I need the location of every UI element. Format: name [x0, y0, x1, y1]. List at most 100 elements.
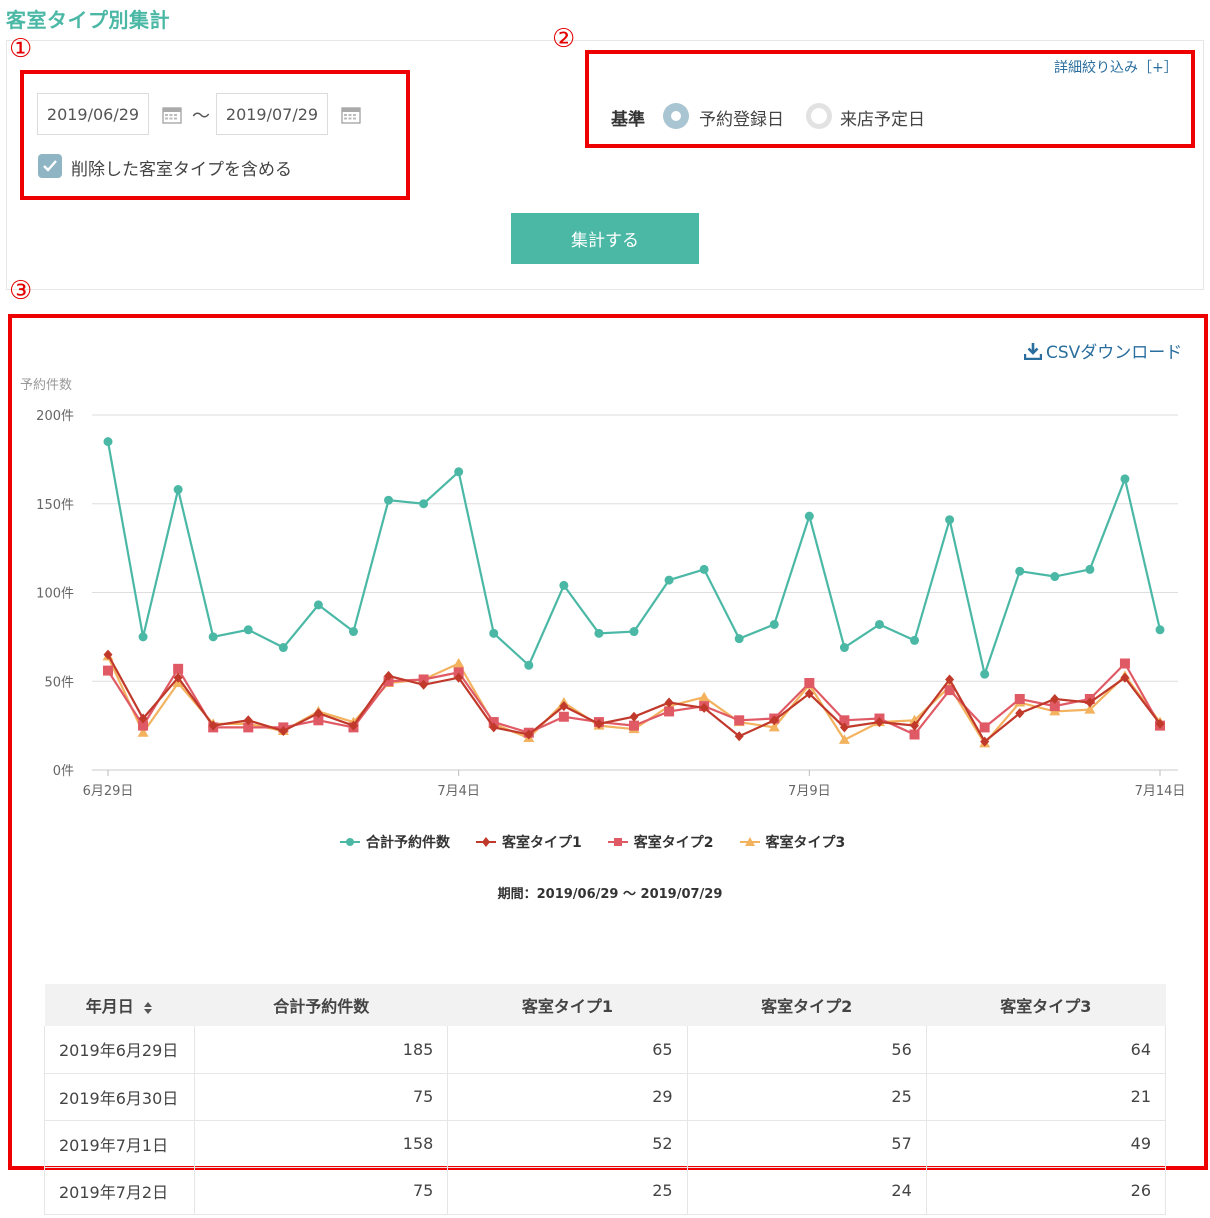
- calendar-icon[interactable]: [341, 106, 361, 124]
- data-point-1: [594, 628, 604, 638]
- column-header-label[interactable]: 年月日: [85, 997, 134, 1016]
- y-tick-label: 0件: [53, 764, 74, 779]
- data-point-1: [910, 635, 920, 645]
- series-line-1: [106, 441, 1162, 679]
- data-point-3: [664, 706, 675, 717]
- data-point-3: [488, 717, 499, 728]
- data-point-1: [734, 634, 744, 644]
- y-tick-label: 50件: [44, 675, 74, 690]
- table-header-row: 年月日 合計予約件数 客室タイプ1 客室タイプ2 客室タイプ3: [44, 984, 1166, 1026]
- table-cell-date: 2019年7月2日: [43, 1167, 196, 1215]
- table-cell: 49: [926, 1120, 1167, 1168]
- start-date-input[interactable]: 2019/06/29: [37, 93, 149, 135]
- legend-item-4[interactable]: 客室タイプ3: [739, 832, 846, 852]
- data-point-3: [383, 676, 394, 687]
- data-point-2: [839, 722, 849, 733]
- data-point-2: [874, 717, 884, 728]
- table-cell-date: 2019年7月1日: [43, 1120, 196, 1168]
- table-cell: 65: [447, 1026, 688, 1074]
- data-point-2: [910, 720, 920, 731]
- data-point-2: [173, 672, 183, 683]
- legend-item-2[interactable]: 客室タイプ1: [476, 832, 582, 852]
- basis-option-label[interactable]: 予約登録日: [699, 110, 784, 130]
- data-point-2: [454, 672, 464, 683]
- data-point-1: [874, 619, 884, 629]
- table-cell-date: 2019年6月29日: [43, 1026, 196, 1074]
- table-cell: 185: [194, 1026, 449, 1074]
- data-point-1: [489, 628, 499, 638]
- data-point-1: [524, 660, 534, 670]
- data-point-3: [313, 715, 324, 726]
- data-point-3: [629, 720, 639, 731]
- data-point-3: [979, 722, 990, 733]
- csv-download-link[interactable]: CSVダウンロード: [1024, 338, 1182, 363]
- y-axis-label: 予約件数: [20, 378, 72, 393]
- data-point-1: [699, 564, 709, 574]
- calendar-icon[interactable]: [162, 106, 182, 124]
- data-point-4: [1084, 704, 1096, 714]
- csv-download-label[interactable]: CSVダウンロード: [1046, 343, 1183, 363]
- include-deleted-checkbox[interactable]: [38, 154, 62, 178]
- table-cell: 52: [447, 1120, 688, 1168]
- annotation-marker-3: ③: [9, 276, 33, 306]
- data-point-3: [243, 722, 254, 733]
- table-row: 2019年7月1日 158 52 57 49: [43, 1120, 1167, 1168]
- x-tick-label: 7月14日: [1135, 784, 1186, 799]
- data-point-1: [138, 632, 148, 642]
- basis-option-label[interactable]: 来店予定日: [840, 110, 925, 130]
- column-header-type3: 客室タイプ3: [926, 984, 1166, 1026]
- basis-radio-booking-date[interactable]: [663, 103, 689, 129]
- data-point-1: [384, 495, 394, 505]
- basis-label: 基準: [611, 110, 645, 130]
- data-point-3: [944, 685, 955, 696]
- data-point-1: [243, 625, 253, 635]
- data-point-1: [664, 575, 674, 585]
- data-point-2: [699, 702, 709, 713]
- sort-icon[interactable]: [143, 1001, 153, 1015]
- annotation-box-basis: [585, 50, 1195, 148]
- column-header-type2: 客室タイプ2: [687, 984, 927, 1026]
- data-point-3: [909, 729, 920, 740]
- legend-item-3[interactable]: 客室タイプ2: [607, 832, 714, 852]
- data-point-2: [208, 720, 218, 731]
- data-point-3: [1014, 694, 1025, 704]
- data-point-1: [769, 619, 779, 629]
- legend-label[interactable]: 客室タイプ1: [502, 835, 582, 851]
- detail-filter-link[interactable]: 詳細絞り込み［+］: [1054, 60, 1178, 76]
- column-header-date[interactable]: 年月日: [44, 984, 195, 1026]
- data-point-1: [313, 600, 323, 610]
- data-point-3: [418, 674, 429, 685]
- table-cell: 56: [687, 1026, 927, 1074]
- legend-label[interactable]: 客室タイプ2: [633, 835, 714, 851]
- data-point-1: [1085, 564, 1095, 574]
- data-point-1: [348, 627, 358, 637]
- table-cell: 57: [687, 1120, 927, 1168]
- table-cell: 21: [926, 1073, 1167, 1121]
- legend-item-1[interactable]: 合計予約件数: [340, 832, 450, 852]
- basis-radio-visit-date[interactable]: [806, 103, 832, 129]
- data-point-4: [137, 727, 149, 737]
- data-point-2: [103, 649, 113, 660]
- legend-label[interactable]: 客室タイプ3: [765, 835, 846, 851]
- data-point-2: [1085, 697, 1095, 708]
- table-cell: 64: [926, 1026, 1167, 1074]
- aggregate-button[interactable]: 集計する: [511, 213, 699, 264]
- data-point-2: [559, 701, 569, 712]
- reservations-line-chart: 予約件数 0件 50件 100件 150件 200件 6月29日 7月4日 7月9日 7月14日: [20, 378, 1186, 799]
- data-point-2: [384, 670, 394, 681]
- data-point-2: [980, 736, 990, 747]
- legend-marker-icon: [340, 838, 360, 846]
- column-header-type1: 客室タイプ1: [447, 984, 688, 1026]
- legend-label[interactable]: 合計予約件数: [366, 835, 450, 851]
- data-point-3: [1119, 658, 1130, 669]
- data-point-1: [945, 515, 955, 525]
- data-point-1: [629, 627, 639, 637]
- data-point-1: [980, 669, 990, 679]
- include-deleted-label[interactable]: 削除した客室タイプを含める: [71, 160, 292, 180]
- period-text: 期間：2019/06/29 〜 2019/07/29: [497, 887, 723, 902]
- data-point-2: [524, 729, 534, 740]
- data-point-2: [1050, 694, 1060, 704]
- page-title: 客室タイプ別集計: [6, 8, 170, 32]
- end-date-input[interactable]: 2019/07/29: [216, 93, 328, 135]
- table-cell: 29: [447, 1073, 688, 1121]
